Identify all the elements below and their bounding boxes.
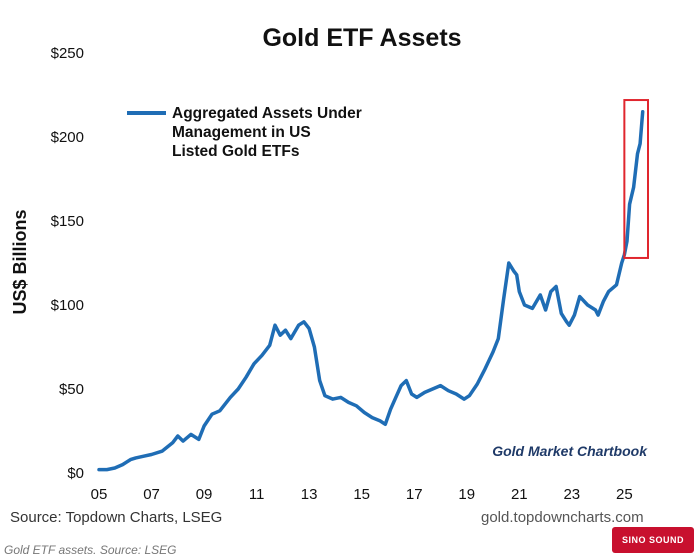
x-axis-ticks: 05 07 09 11 13 15 17 19 21 23 25 — [91, 486, 633, 503]
y-tick-label: $0 — [67, 465, 84, 482]
x-tick-label: 21 — [511, 486, 528, 503]
legend-label-line-3: Listed Gold ETFs — [172, 143, 299, 160]
x-tick-label: 15 — [353, 486, 370, 503]
x-tick-label: 25 — [616, 486, 633, 503]
x-tick-label: 05 — [91, 486, 108, 503]
y-tick-label: $100 — [51, 297, 84, 314]
highlight-box — [623, 99, 649, 259]
sino-sound-logo: SINO SOUND — [612, 527, 694, 553]
x-tick-label: 17 — [406, 486, 423, 503]
chartbook-watermark: Gold Market Chartbook — [492, 443, 648, 459]
chart-title: Gold ETF Assets — [262, 24, 461, 52]
x-tick-label: 11 — [249, 486, 265, 503]
y-tick-label: $200 — [51, 129, 84, 146]
legend-label-line-2: Management in US — [172, 124, 311, 141]
legend-label-line-1: Aggregated Assets Under — [172, 105, 362, 122]
image-caption: Gold ETF assets. Source: LSEG — [4, 543, 177, 557]
x-tick-label: 19 — [458, 486, 475, 503]
y-axis-ticks: $0 $50 $100 $150 $200 $250 — [51, 45, 84, 482]
legend: Aggregated Assets Under Management in US… — [127, 105, 362, 160]
source-note: Source: Topdown Charts, LSEG — [10, 509, 223, 526]
y-tick-label: $250 — [51, 45, 84, 62]
y-axis-label: US$ Billions — [10, 209, 30, 314]
x-tick-label: 09 — [196, 486, 213, 503]
x-tick-label: 07 — [143, 486, 160, 503]
series-line-gold-etf-assets — [97, 110, 645, 472]
y-tick-label: $50 — [59, 381, 84, 398]
site-url: gold.topdowncharts.com — [481, 509, 644, 526]
x-tick-label: 13 — [301, 486, 318, 503]
x-tick-label: 23 — [563, 486, 580, 503]
y-tick-label: $150 — [51, 213, 84, 230]
